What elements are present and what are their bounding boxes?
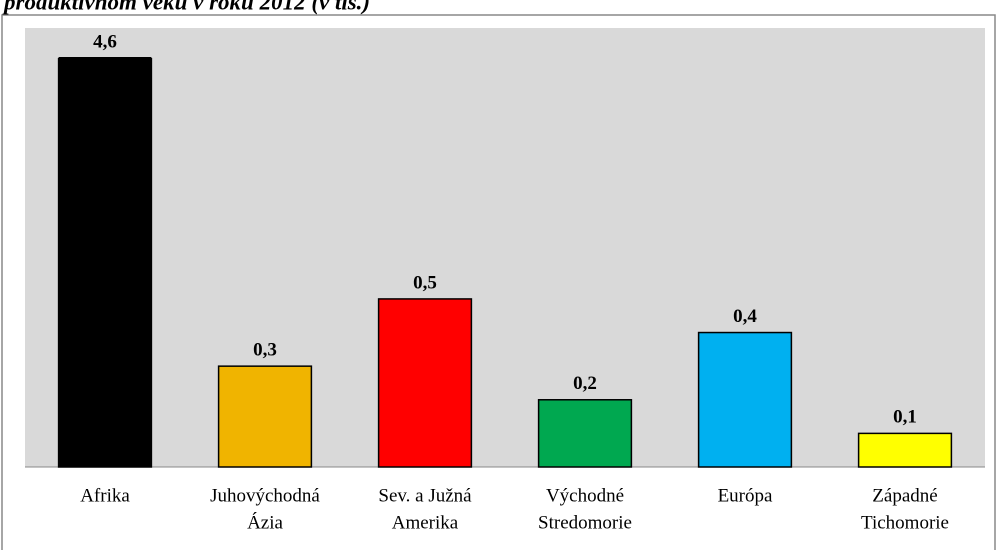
data-label: 0,2	[573, 373, 597, 394]
bar	[217, 365, 313, 468]
data-label: 0,3	[253, 340, 277, 361]
data-label: 0,4	[733, 306, 757, 327]
x-tick-label: Ázia	[247, 511, 283, 533]
x-tick-label: Stredomorie	[538, 512, 632, 533]
x-tick-label: Západné	[872, 485, 937, 506]
data-label: 0,5	[413, 272, 437, 293]
x-tick-label: Amerika	[392, 512, 459, 533]
bar	[857, 432, 953, 468]
data-label: 4,6	[93, 31, 117, 52]
x-tick-label: Európa	[718, 485, 773, 506]
bar	[57, 58, 153, 468]
x-tick-label: Východné	[546, 485, 624, 506]
x-tick-label: Tichomorie	[861, 512, 949, 533]
bar	[537, 399, 633, 468]
data-label: 0,1	[893, 407, 917, 428]
x-tick-label: Juhovýchodná	[210, 485, 320, 506]
chart-title: produktívnom veku v roku 2012 (v tis.)	[2, 0, 370, 14]
plot-area	[25, 28, 985, 467]
x-tick-label: Afrika	[80, 485, 130, 506]
bar	[697, 331, 793, 468]
bar	[377, 298, 473, 468]
bars	[57, 58, 953, 468]
x-tick-label: Sev. a Južná	[378, 485, 472, 506]
